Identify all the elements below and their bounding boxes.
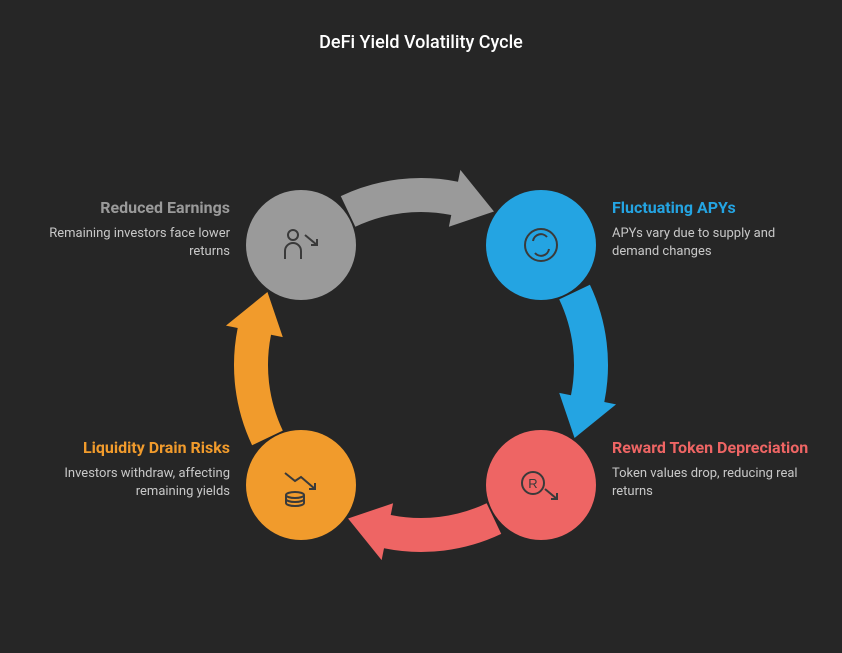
label-apy-desc: APYs vary due to supply and demand chang…: [612, 225, 812, 261]
cycle-diagram: Fluctuating APYs APYs vary due to supply…: [0, 0, 842, 653]
coins-down-icon: [275, 459, 327, 511]
node-apy: [486, 190, 596, 300]
label-liquidity: Liquidity Drain Risks Investors withdraw…: [30, 438, 230, 501]
node-token: R: [486, 430, 596, 540]
arrow-liquidity-to-earnings: [226, 292, 283, 445]
label-apy: Fluctuating APYs APYs vary due to supply…: [612, 198, 812, 261]
label-token-desc: Token values drop, reducing real returns: [612, 465, 812, 501]
label-earnings-title: Reduced Earnings: [30, 198, 230, 219]
label-token: Reward Token Depreciation Token values d…: [612, 438, 812, 501]
label-token-title: Reward Token Depreciation: [612, 438, 812, 459]
cycle-arrows: [0, 0, 842, 653]
svg-text:R: R: [528, 476, 537, 491]
arrow-apy-to-token: [559, 285, 616, 438]
label-liquidity-desc: Investors withdraw, affecting remaining …: [30, 465, 230, 501]
label-apy-title: Fluctuating APYs: [612, 198, 812, 219]
swap-icon: [515, 219, 567, 271]
node-liquidity: [246, 430, 356, 540]
label-liquidity-title: Liquidity Drain Risks: [30, 438, 230, 459]
label-earnings-desc: Remaining investors face lower returns: [30, 225, 230, 261]
person-down-icon: [275, 219, 327, 271]
token-down-icon: R: [515, 459, 567, 511]
arrow-token-to-liquidity: [348, 503, 501, 560]
arrow-earnings-to-apy: [341, 170, 494, 227]
label-earnings: Reduced Earnings Remaining investors fac…: [30, 198, 230, 261]
node-earnings: [246, 190, 356, 300]
